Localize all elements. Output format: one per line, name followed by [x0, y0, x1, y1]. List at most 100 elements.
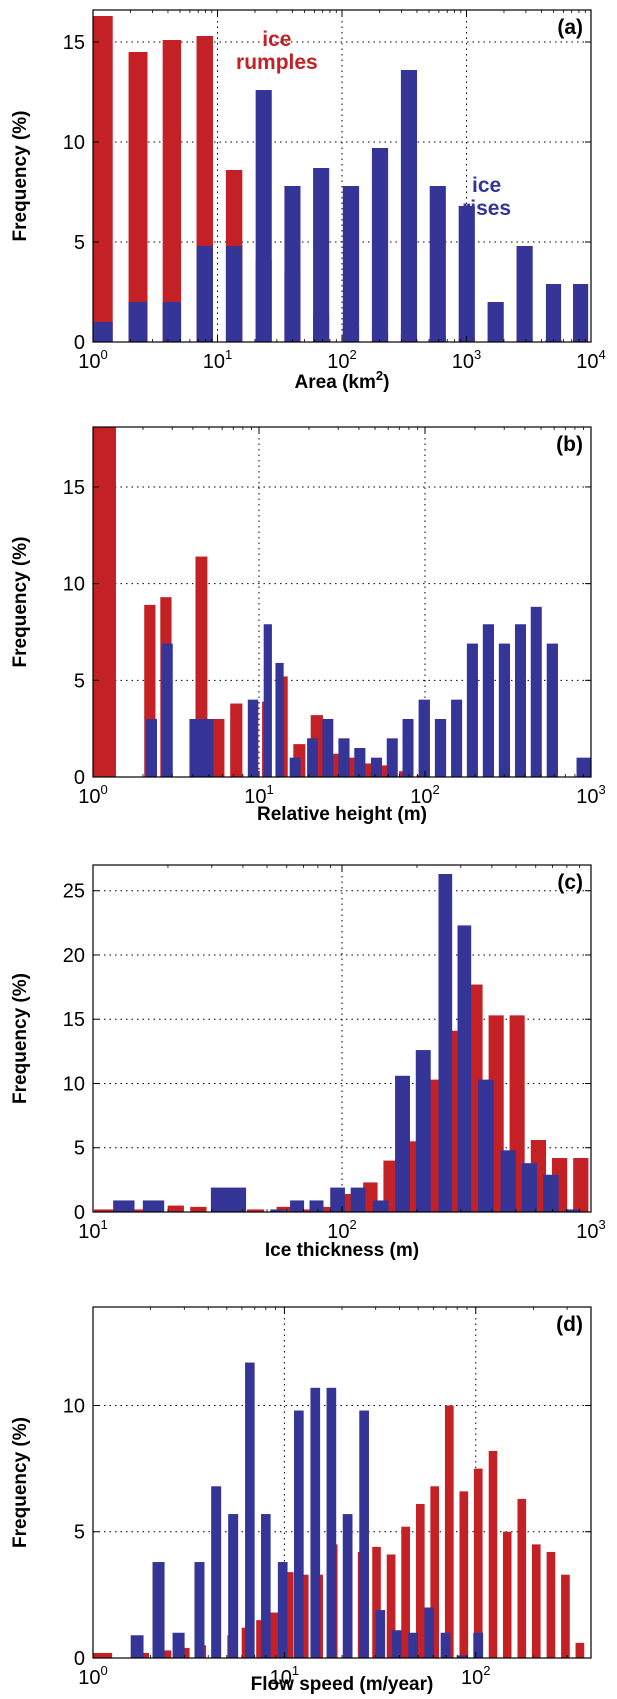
- y-tick-label: 20: [63, 945, 85, 967]
- bar-rumples: [128, 1209, 153, 1212]
- bar-rises: [275, 662, 284, 777]
- bar-rumples: [573, 1158, 589, 1212]
- y-axis-label: Frequency (%): [10, 973, 31, 1104]
- bar-rises: [372, 1200, 389, 1212]
- plot-area: [93, 1307, 591, 1658]
- bar-rumples: [430, 1486, 440, 1658]
- bar-rumples: [386, 1554, 396, 1658]
- bar-rumples: [284, 1572, 294, 1658]
- y-tick-label: 15: [63, 32, 85, 54]
- bars: [93, 1362, 585, 1658]
- bar-rises: [408, 1632, 418, 1658]
- bar-rises: [338, 738, 350, 777]
- y-tick-label: 10: [63, 574, 85, 596]
- bar-rumples: [372, 1546, 381, 1658]
- bar-rises: [434, 718, 447, 777]
- bar-rises: [400, 70, 418, 342]
- bar-rises: [263, 624, 272, 777]
- bar-rises: [457, 925, 472, 1212]
- bar-rumples: [531, 1544, 541, 1658]
- x-tick-label: 101: [270, 1663, 299, 1689]
- bar-rises: [284, 186, 301, 342]
- bar-rumples: [575, 1642, 585, 1658]
- panel-c: 101 102 103 0 5 10 15 20 25 Ice thickness (m) Freq…: [10, 864, 606, 1261]
- x-tick-label: 104: [576, 347, 605, 373]
- y-tick-label: 10: [63, 132, 85, 154]
- bar-rises: [530, 606, 542, 777]
- bar-rumples: [546, 1551, 556, 1658]
- bar-rises: [370, 757, 382, 777]
- bar-rises: [130, 1635, 144, 1658]
- x-tick-label: 101: [203, 347, 232, 373]
- bar-rumples: [93, 427, 116, 777]
- bar-rumples: [128, 52, 148, 342]
- bar-rises: [354, 747, 366, 777]
- plot-frame: [92, 426, 592, 778]
- bar-rises: [142, 1200, 165, 1212]
- bar-rises: [196, 246, 213, 342]
- panel-a: 100 101 102 103 104 0 5 10 15 Area (km2) Frequency…: [10, 9, 606, 393]
- bar-rises: [128, 302, 148, 342]
- bar-rumples: [190, 1206, 207, 1212]
- bar-rises: [211, 1486, 222, 1658]
- panel-label: (b): [556, 433, 583, 456]
- bar-rises: [487, 302, 504, 342]
- bar-rises: [371, 148, 389, 342]
- x-tick-label: 102: [461, 1663, 490, 1689]
- bar-rises: [290, 1200, 305, 1212]
- bar-rumples: [270, 1612, 279, 1658]
- bar-rises: [418, 699, 430, 777]
- bar-rises: [386, 738, 398, 777]
- bar-rises: [391, 1630, 402, 1658]
- y-tick-label: 0: [74, 1648, 85, 1670]
- bar-rises: [395, 1075, 410, 1212]
- bars: [93, 427, 591, 777]
- bar-rises: [359, 1410, 369, 1658]
- bar-rumples: [144, 604, 156, 777]
- bar-rises: [145, 718, 157, 777]
- y-tick-label: 0: [74, 332, 85, 354]
- bars: [93, 16, 589, 342]
- bar-rumples: [383, 1160, 399, 1212]
- bar-rumples: [488, 1450, 498, 1658]
- bar-rises: [402, 718, 414, 777]
- bar-rumples: [167, 1205, 184, 1212]
- bar-rises: [294, 1410, 304, 1658]
- bar-rises: [152, 1562, 165, 1658]
- bar-rises: [375, 1610, 386, 1658]
- bar-rises: [113, 1200, 135, 1212]
- bar-rises: [162, 302, 182, 342]
- x-tick-label: 102: [410, 782, 439, 808]
- y-tick-label: 5: [74, 1138, 85, 1160]
- bar-rumples: [93, 16, 113, 342]
- bar-rises: [309, 1200, 324, 1212]
- bar-rises: [247, 699, 259, 777]
- bar-rises: [478, 1079, 494, 1212]
- bar-rises: [228, 1514, 239, 1658]
- bar-rumples: [444, 1405, 454, 1658]
- bar-rises: [261, 1514, 271, 1658]
- bar-rises: [342, 1514, 353, 1658]
- bar-rumples: [256, 1620, 265, 1658]
- y-tick-label: 15: [63, 477, 85, 499]
- bar-rumples: [320, 1206, 336, 1212]
- x-tick-label: 101: [78, 1217, 107, 1243]
- bar-rises: [482, 624, 495, 777]
- bar-rises: [466, 643, 478, 777]
- bar-rises: [225, 246, 243, 342]
- bar-rises: [438, 874, 453, 1212]
- x-tick-label: 103: [576, 1217, 605, 1243]
- series-annotation-rises: ice: [472, 174, 501, 197]
- bar-rumples: [401, 1526, 410, 1658]
- y-axis-label: Frequency (%): [10, 537, 31, 668]
- bar-rises: [322, 718, 334, 777]
- bar-rumples: [517, 1498, 527, 1658]
- panel-label: (a): [557, 16, 583, 39]
- bar-rises: [543, 1174, 559, 1212]
- x-tick-label: 100: [78, 782, 107, 808]
- bar-rumples: [195, 556, 208, 777]
- bar-rises: [498, 643, 511, 777]
- x-axis-label: Flow speed (m/year): [251, 1674, 434, 1695]
- bars: [93, 874, 589, 1212]
- bar-rises: [440, 1632, 451, 1658]
